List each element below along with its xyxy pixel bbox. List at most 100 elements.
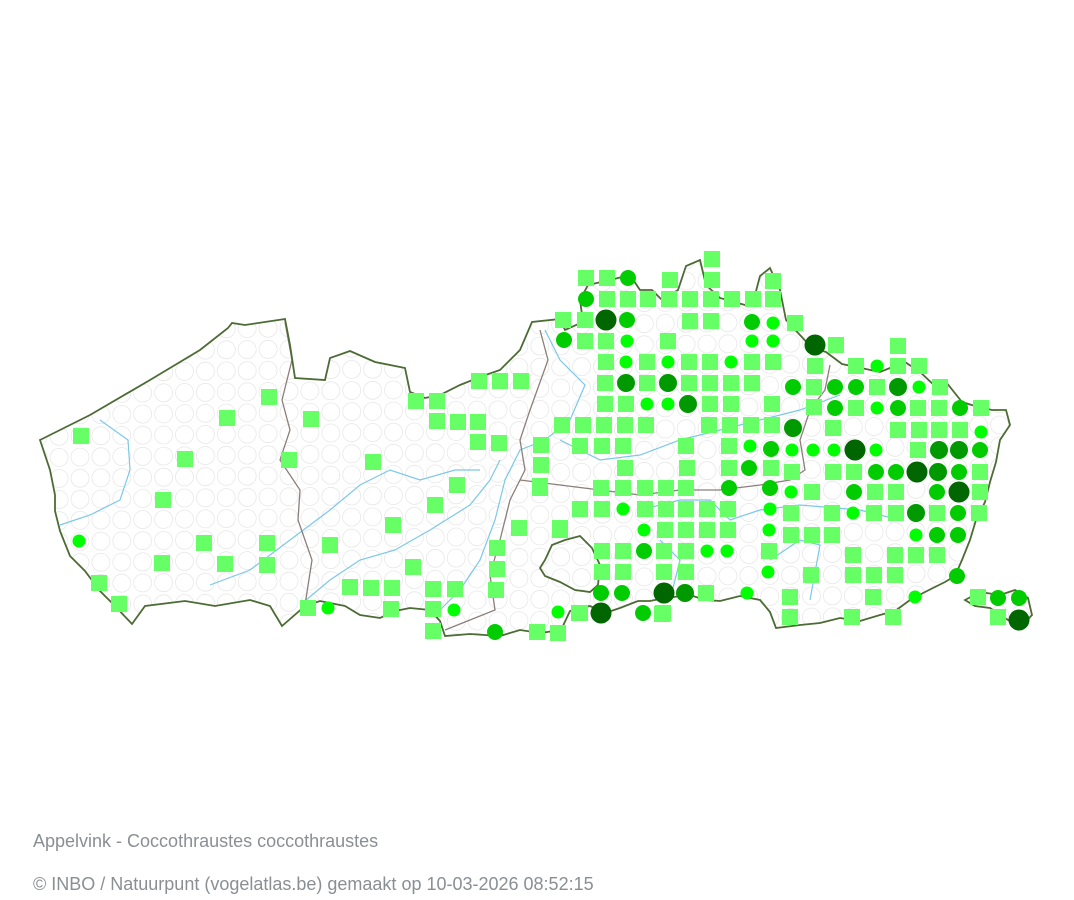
square-marker [704, 272, 720, 288]
square-marker [219, 410, 235, 426]
empty-square-marker [531, 400, 549, 418]
empty-square-marker [259, 594, 277, 612]
empty-square-marker [698, 335, 716, 353]
empty-square-marker [259, 277, 277, 295]
empty-square-marker [155, 468, 173, 486]
square-marker [615, 480, 631, 496]
empty-square-marker [907, 269, 925, 287]
square-marker [807, 358, 823, 374]
empty-square-marker [740, 398, 758, 416]
empty-square-marker [1032, 373, 1050, 391]
square-marker [383, 601, 399, 617]
empty-square-marker [1012, 479, 1030, 497]
circle-marker-class-2 [888, 464, 904, 480]
empty-square-marker [531, 358, 549, 376]
empty-square-marker [322, 508, 340, 526]
river-line [60, 420, 130, 525]
empty-square-marker [1012, 458, 1030, 476]
square-marker [511, 520, 527, 536]
empty-square-marker [970, 543, 988, 561]
empty-square-marker [656, 631, 674, 649]
empty-square-marker [531, 274, 549, 292]
square-marker [845, 567, 861, 583]
square-marker [890, 338, 906, 354]
empty-square-marker [468, 464, 486, 482]
square-marker [744, 375, 760, 391]
empty-square-marker [928, 290, 946, 308]
circle-marker-class-1 [746, 335, 759, 348]
empty-square-marker [970, 627, 988, 645]
empty-square-marker [134, 300, 152, 318]
square-marker [513, 373, 529, 389]
empty-square-marker [719, 651, 737, 669]
square-marker [824, 527, 840, 543]
empty-square-marker [844, 207, 862, 225]
empty-square-marker [1053, 521, 1071, 539]
empty-square-marker [92, 427, 110, 445]
square-marker [702, 396, 718, 412]
empty-square-marker [29, 280, 47, 298]
species-title: Appelvink - Coccothraustes coccothrauste… [33, 831, 378, 852]
empty-square-marker [740, 271, 758, 289]
empty-square-marker [364, 529, 382, 547]
empty-square-marker [426, 296, 444, 314]
empty-square-marker [698, 609, 716, 627]
empty-square-marker [113, 279, 131, 297]
empty-square-marker [238, 362, 256, 380]
empty-square-marker [844, 333, 862, 351]
empty-square-marker [928, 607, 946, 625]
empty-square-marker [343, 318, 361, 336]
empty-square-marker [489, 232, 507, 250]
empty-square-marker [50, 575, 68, 593]
empty-square-marker [447, 444, 465, 462]
circle-marker-class-1 [701, 545, 714, 558]
empty-square-marker [928, 311, 946, 329]
empty-square-marker [1032, 605, 1050, 623]
square-marker [702, 354, 718, 370]
empty-square-marker [322, 635, 340, 653]
empty-square-marker [343, 529, 361, 547]
circle-marker-class-1 [662, 356, 675, 369]
circle-marker-class-3 [907, 504, 925, 522]
empty-square-marker [907, 565, 925, 583]
empty-square-marker [1012, 310, 1030, 328]
square-marker [577, 333, 593, 349]
empty-square-marker [426, 233, 444, 251]
circle-marker-class-2 [741, 460, 757, 476]
empty-square-marker [1053, 310, 1071, 328]
square-marker [701, 417, 717, 433]
circle-marker-class-4 [845, 440, 866, 461]
circle-marker-class-2 [578, 291, 594, 307]
square-marker [723, 396, 739, 412]
empty-square-marker [364, 213, 382, 231]
square-marker [678, 501, 694, 517]
empty-square-marker [531, 232, 549, 250]
empty-square-marker [301, 298, 319, 316]
square-marker [972, 464, 988, 480]
empty-square-marker [301, 382, 319, 400]
square-marker [572, 438, 588, 454]
circle-marker-class-1 [786, 444, 799, 457]
empty-square-marker [949, 332, 967, 350]
empty-square-marker [928, 649, 946, 667]
empty-square-marker [865, 249, 883, 267]
empty-square-marker [1012, 542, 1030, 560]
empty-square-marker [573, 252, 591, 270]
circle-marker-class-3 [889, 378, 907, 396]
empty-square-marker [343, 445, 361, 463]
square-marker [782, 589, 798, 605]
square-marker [804, 527, 820, 543]
empty-square-marker [176, 278, 194, 296]
circle-marker-class-4 [591, 603, 612, 624]
empty-square-marker [385, 297, 403, 315]
empty-square-marker [155, 257, 173, 275]
empty-square-marker [1053, 479, 1071, 497]
square-marker [322, 537, 338, 553]
empty-square-marker [1053, 647, 1071, 665]
circle-marker-class-1 [620, 356, 633, 369]
square-marker [555, 312, 571, 328]
empty-square-marker [1032, 226, 1050, 244]
square-marker [615, 543, 631, 559]
circle-marker-class-2 [636, 543, 652, 559]
empty-square-marker [155, 616, 173, 634]
